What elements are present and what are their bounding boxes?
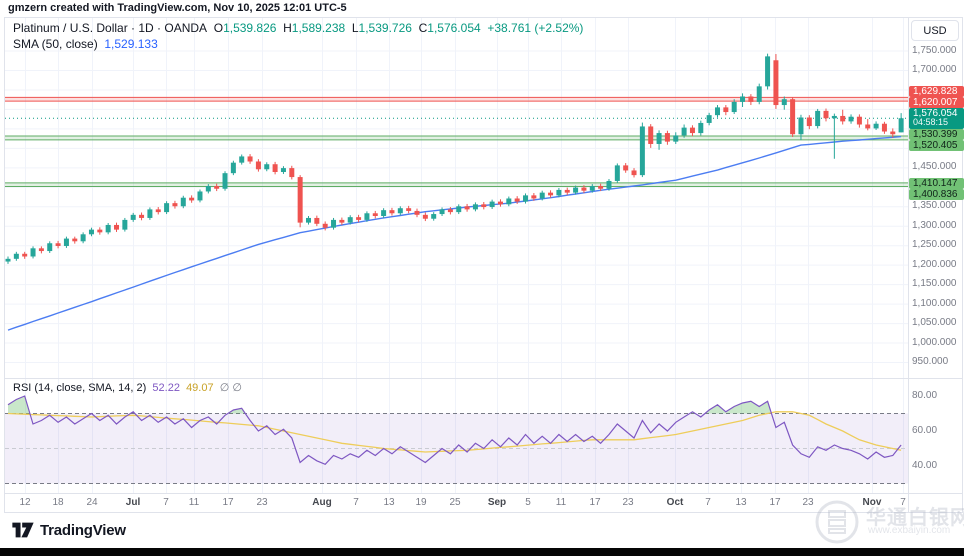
time-axis-label: 7 — [163, 497, 169, 508]
rsi-title: RSI (14, close, SMA, 14, 2) — [13, 382, 147, 394]
time-axis-label: 23 — [802, 497, 814, 508]
rsi-axis-label: 40.00 — [912, 460, 938, 471]
time-axis-label: 7 — [705, 497, 711, 508]
price-axis-label: 1,050.000 — [912, 317, 957, 329]
time-axis-label: 17 — [589, 497, 601, 508]
rsi-legend[interactable]: RSI (14, close, SMA, 14, 2) 52.22 49.07 … — [13, 381, 242, 394]
time-axis-label: 18 — [52, 497, 64, 508]
sma-label: SMA (50, close) — [13, 37, 98, 51]
candlestick-series — [5, 53, 904, 264]
time-axis-label: Jul — [125, 497, 141, 508]
time-axis-label: 23 — [256, 497, 268, 508]
time-axis-label: Sep — [487, 497, 507, 508]
sma-value: 1,529.133 — [104, 37, 158, 51]
tradingview-logo-icon — [12, 522, 34, 538]
footer-bar: TradingView — [0, 513, 964, 548]
time-axis-label: 11 — [188, 497, 200, 508]
price-label-support1-bottom: 1,520.405 — [909, 140, 964, 151]
ohlc-high: H1,589.238 — [283, 21, 346, 35]
price-axis-label: 950.000 — [912, 356, 949, 367]
price-label-last: 1,576.054 04:58:15 — [909, 108, 964, 129]
symbol-legend[interactable]: Platinum / U.S. Dollar · 1D · OANDA O1,5… — [13, 21, 583, 35]
tradingview-logo[interactable]: TradingView — [12, 521, 126, 539]
price-label-resistance-bottom: 1,620.007 — [909, 97, 964, 108]
time-axis-label: 13 — [383, 497, 395, 508]
currency-toggle-button[interactable]: USD — [911, 20, 959, 41]
rsi-value: 52.22 — [152, 382, 180, 394]
price-label-support2-bottom: 1,400.836 — [909, 189, 964, 200]
rsi-axis-label: 60.00 — [912, 425, 938, 436]
ohlc-open: O1,539.826 — [213, 21, 277, 35]
time-axis-label: 11 — [555, 497, 567, 508]
bottom-black-bar — [0, 548, 964, 556]
ohlc-close: C1,576.054 — [418, 21, 481, 35]
rsi-ma-line — [7, 411, 902, 453]
price-axis-label: 1,200.000 — [912, 258, 957, 270]
last-price-value: 1,576.054 — [913, 108, 958, 119]
price-axis[interactable]: 950.000 1,000.000 1,050.000 1,100.000 1,150.… — [909, 17, 964, 493]
bar-countdown: 04:58:15 — [913, 117, 949, 127]
time-axis-label: 13 — [735, 497, 747, 508]
attribution-text: gmzern created with TradingView.com, Nov… — [8, 2, 347, 14]
time-axis-label: 17 — [769, 497, 781, 508]
price-axis-label: 1,150.000 — [912, 278, 957, 290]
price-axis-label: 1,350.000 — [912, 200, 957, 212]
time-axis-label: 7 — [900, 497, 906, 508]
price-label-support2-top: 1,410.147 — [909, 178, 964, 189]
rsi-pane — [5, 413, 908, 484]
rsi-line — [7, 395, 902, 466]
time-axis[interactable]: 12 18 24 Jul 7 11 17 23 Aug 7 13 19 25 Sep 5 11 17 23 Oct 7… — [0, 494, 964, 513]
rsi-axis-label: 80.00 — [912, 390, 938, 401]
time-axis-label: Oct — [666, 497, 684, 508]
price-axis-label: 1,000.000 — [912, 336, 957, 348]
time-axis-label: 24 — [86, 497, 98, 508]
price-label-resistance-top: 1,629.828 — [909, 86, 964, 97]
time-axis-label: 12 — [19, 497, 31, 508]
price-axis-label: 1,300.000 — [912, 219, 957, 231]
rsi-ma-value: 49.07 — [186, 382, 214, 394]
time-axis-label: 7 — [353, 497, 359, 508]
tradingview-brand-text: TradingView — [40, 521, 126, 539]
price-axis-label: 1,700.000 — [912, 64, 957, 75]
ohlc-low: L1,539.726 — [351, 21, 412, 35]
time-axis-label: 23 — [622, 497, 634, 508]
price-label-support1-top: 1,530.399 — [909, 129, 964, 140]
price-axis-label: 1,750.000 — [912, 44, 957, 56]
time-axis-label: Nov — [862, 497, 882, 508]
price-axis-label: 1,450.000 — [912, 161, 957, 173]
sma50-line — [7, 135, 902, 331]
time-axis-label: 19 — [415, 497, 427, 508]
time-axis-label: 17 — [222, 497, 234, 508]
price-axis-label: 1,250.000 — [912, 239, 957, 251]
rsi-divergence-flags: ∅ ∅ — [219, 382, 242, 394]
time-axis-label: Aug — [312, 497, 332, 508]
price-axis-label: 1,100.000 — [912, 297, 957, 309]
sma-legend[interactable]: SMA (50, close) 1,529.133 — [13, 37, 158, 51]
change-value: +38.761 (+2.52%) — [487, 21, 584, 35]
time-axis-label: 5 — [525, 497, 531, 508]
symbol-title: Platinum / U.S. Dollar · 1D · OANDA — [13, 21, 208, 35]
time-axis-label: 25 — [449, 497, 461, 508]
price-zones — [5, 96, 908, 187]
